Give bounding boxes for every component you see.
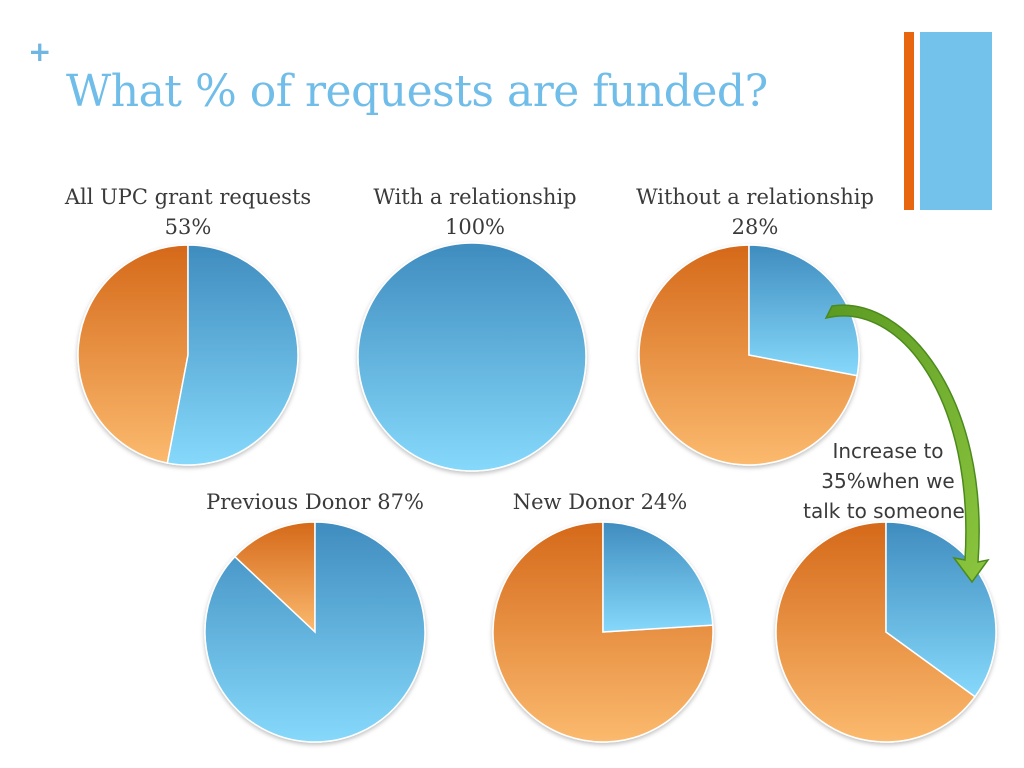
pie-chart	[638, 244, 860, 466]
curved-arrow-icon	[824, 304, 990, 584]
pie-slice-funded	[602, 521, 714, 633]
pie-chart	[775, 521, 997, 743]
pie-chart	[492, 521, 714, 743]
pie-slice-not-funded	[775, 521, 977, 743]
annotation-line: 35%when we	[821, 469, 955, 493]
pie-title-with-relationship: With a relationship	[373, 185, 577, 209]
pie-slice-not-funded	[233, 521, 316, 634]
annotation-line: talk to someone!	[803, 499, 973, 523]
pie-chart	[357, 242, 587, 472]
plus-icon: +	[28, 35, 52, 68]
pie-slice-not-funded	[638, 244, 858, 466]
pie-value-without-relationship: 28%	[731, 215, 779, 239]
pie-title-without-relationship: Without a relationship	[636, 185, 874, 209]
accent-bar-orange	[904, 32, 914, 210]
pie-title-all-requests: All UPC grant requests	[64, 185, 312, 209]
pie-slice-funded	[204, 521, 426, 743]
annotation-text: Increase to 35%when we talk to someone!	[780, 436, 996, 526]
pie-title-previous-donor: Previous Donor 87%	[206, 490, 424, 514]
pie-chart	[77, 244, 299, 466]
pie-value-with-relationship: 100%	[444, 215, 506, 239]
pie-chart	[204, 521, 426, 743]
pie-slice-not-funded	[77, 244, 189, 464]
pie-slice-funded	[357, 242, 587, 472]
annotation-line: Increase to	[832, 439, 944, 463]
accent-bar-blue	[920, 32, 992, 210]
pie-slice-funded	[748, 244, 860, 377]
pie-slice-funded	[166, 244, 299, 466]
pie-title-new-donor: New Donor 24%	[512, 490, 688, 514]
slide-title: What % of requests are funded?	[66, 66, 768, 117]
pie-value-all-requests: 53%	[164, 215, 212, 239]
